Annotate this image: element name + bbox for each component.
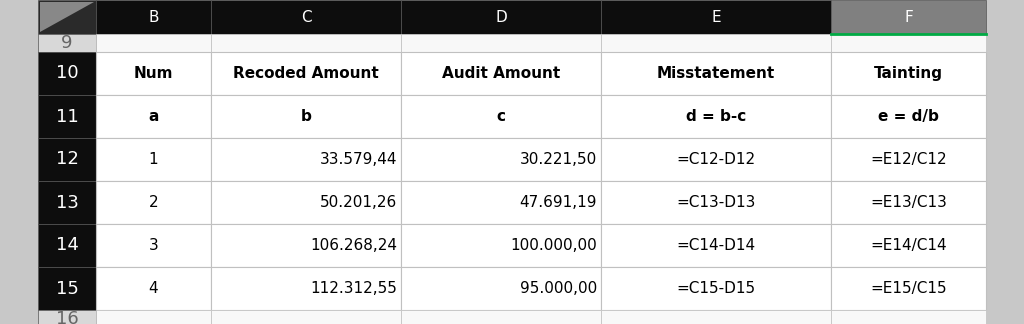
Bar	[96, 0, 211, 34]
Text: Audit Amount: Audit Amount	[442, 66, 560, 81]
Bar	[211, 95, 401, 138]
Bar	[601, 52, 831, 95]
Text: Recoded Amount: Recoded Amount	[233, 66, 379, 81]
Bar	[401, 181, 601, 224]
Bar	[211, 0, 401, 34]
Text: D: D	[496, 9, 507, 25]
Text: c: c	[497, 109, 506, 124]
Text: e = d/b: e = d/b	[878, 109, 939, 124]
Text: =C13-D13: =C13-D13	[676, 195, 756, 210]
Bar	[38, 181, 96, 224]
Bar	[38, 138, 96, 181]
Text: 33.579,44: 33.579,44	[319, 152, 397, 167]
Bar	[831, 181, 986, 224]
Bar	[601, 138, 831, 181]
Bar	[38, 34, 96, 52]
Text: b: b	[301, 109, 311, 124]
Bar	[831, 95, 986, 138]
Bar	[38, 52, 96, 95]
Bar	[211, 181, 401, 224]
Text: 47.691,19: 47.691,19	[519, 195, 597, 210]
Bar	[96, 224, 211, 267]
Bar	[38, 95, 96, 138]
Bar	[211, 224, 401, 267]
Text: 10: 10	[55, 64, 78, 83]
Bar	[38, 0, 96, 34]
Text: 13: 13	[55, 193, 79, 212]
Text: 14: 14	[55, 237, 79, 254]
Bar	[211, 267, 401, 310]
Bar	[211, 34, 401, 52]
Bar	[601, 95, 831, 138]
Bar	[401, 267, 601, 310]
Bar	[401, 138, 601, 181]
Bar	[601, 181, 831, 224]
Text: 2: 2	[148, 195, 159, 210]
Polygon shape	[40, 2, 94, 32]
Bar	[601, 224, 831, 267]
Bar	[96, 267, 211, 310]
Bar	[401, 224, 601, 267]
Bar	[96, 138, 211, 181]
Bar	[96, 310, 211, 324]
Text: =C15-D15: =C15-D15	[677, 281, 756, 296]
Bar	[401, 310, 601, 324]
Bar	[831, 224, 986, 267]
Bar	[38, 267, 96, 310]
Bar	[96, 52, 211, 95]
Text: 9: 9	[61, 34, 73, 52]
Text: 112.312,55: 112.312,55	[310, 281, 397, 296]
Bar	[401, 95, 601, 138]
Bar	[401, 52, 601, 95]
Text: 15: 15	[55, 280, 79, 297]
Text: =C14-D14: =C14-D14	[677, 238, 756, 253]
Bar	[601, 0, 831, 34]
Text: B: B	[148, 9, 159, 25]
Bar	[831, 267, 986, 310]
Text: 1: 1	[148, 152, 159, 167]
Text: 16: 16	[55, 310, 79, 324]
Text: Tainting: Tainting	[874, 66, 943, 81]
Bar	[401, 34, 601, 52]
Bar	[38, 224, 96, 267]
Bar	[601, 267, 831, 310]
Bar	[211, 52, 401, 95]
Text: 3: 3	[148, 238, 159, 253]
Text: E: E	[712, 9, 721, 25]
Text: =E13/C13: =E13/C13	[870, 195, 947, 210]
Text: C: C	[301, 9, 311, 25]
Bar	[96, 34, 211, 52]
Bar	[401, 0, 601, 34]
Text: d = b-c: d = b-c	[686, 109, 746, 124]
Text: Num: Num	[134, 66, 173, 81]
Bar	[831, 34, 986, 52]
Text: 50.201,26: 50.201,26	[319, 195, 397, 210]
Bar	[211, 138, 401, 181]
Bar	[831, 310, 986, 324]
Text: 12: 12	[55, 151, 79, 168]
Bar	[601, 310, 831, 324]
Bar	[831, 138, 986, 181]
Text: F: F	[904, 9, 912, 25]
Bar	[831, 0, 986, 34]
Text: =E14/C14: =E14/C14	[870, 238, 947, 253]
Text: 4: 4	[148, 281, 159, 296]
Text: a: a	[148, 109, 159, 124]
Text: 11: 11	[55, 108, 79, 125]
Bar	[38, 310, 96, 324]
Text: =E12/C12: =E12/C12	[870, 152, 947, 167]
Text: 100.000,00: 100.000,00	[510, 238, 597, 253]
Text: 106.268,24: 106.268,24	[310, 238, 397, 253]
Bar	[601, 34, 831, 52]
Bar	[831, 52, 986, 95]
Text: Misstatement: Misstatement	[656, 66, 775, 81]
Text: =E15/C15: =E15/C15	[870, 281, 947, 296]
Bar	[96, 95, 211, 138]
Text: 30.221,50: 30.221,50	[520, 152, 597, 167]
Text: 95.000,00: 95.000,00	[520, 281, 597, 296]
Bar	[211, 310, 401, 324]
Text: =C12-D12: =C12-D12	[677, 152, 756, 167]
Bar	[96, 181, 211, 224]
